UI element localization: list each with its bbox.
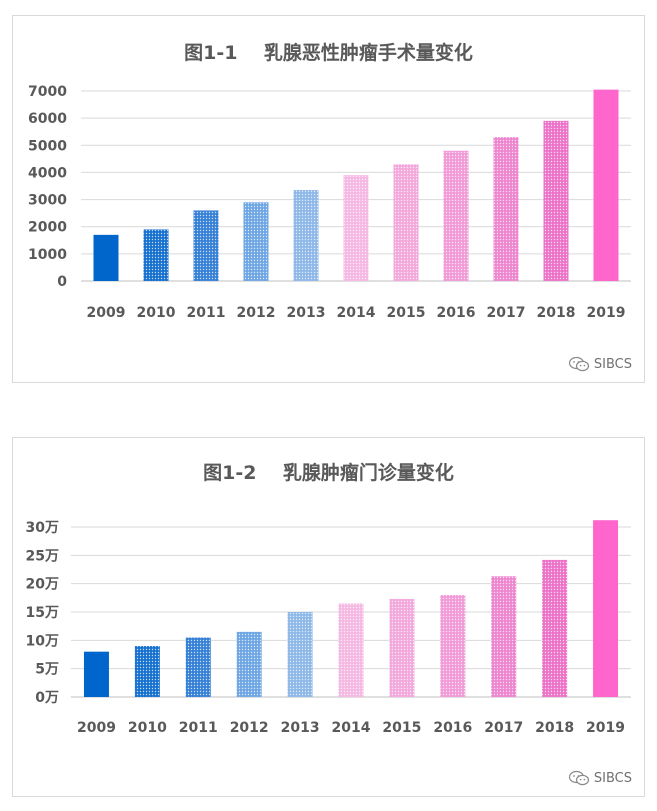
x-tick-label: 2017 — [487, 305, 526, 321]
bar-2010 — [143, 229, 169, 281]
x-tick-label: 2018 — [537, 305, 576, 321]
x-tick-label: 2014 — [337, 305, 376, 321]
y-tick-label: 20万 — [26, 577, 59, 593]
x-tick-label: 2019 — [586, 720, 625, 736]
x-tick-label: 2018 — [535, 720, 574, 736]
bar-chart-2: 0万 5万 10万 15万 20万 25万 30万 2009 2010 2011 2012 2013 2… — [26, 520, 631, 736]
bar-2012 — [236, 631, 262, 697]
bar-2018 — [542, 559, 568, 697]
bar-2017 — [493, 137, 519, 281]
watermark-1: SIBCS — [568, 356, 632, 372]
y-tick-label: 6000 — [28, 111, 67, 127]
watermark-2: SIBCS — [568, 770, 632, 786]
x-tick-label: 2010 — [128, 720, 167, 736]
y-tick-label: 5000 — [28, 138, 67, 154]
chart-panel-1: 0 1000 2000 3000 4000 5000 6000 7000 2009 2010 201… — [12, 15, 645, 383]
y-tick-label: 0万 — [35, 690, 59, 706]
x-tick-label: 2015 — [387, 305, 426, 321]
bar-2017 — [491, 576, 517, 697]
x-tick-label: 2015 — [382, 720, 421, 736]
watermark-text-1: SIBCS — [593, 356, 632, 372]
y-tick-label: 30万 — [26, 520, 59, 536]
x-tick-label: 2013 — [287, 305, 326, 321]
bar-2009 — [83, 651, 109, 697]
x-tick-label: 2011 — [179, 720, 218, 736]
x-tick-label: 2016 — [433, 720, 472, 736]
bar-2011 — [193, 210, 219, 281]
bar-2016 — [440, 595, 466, 697]
x-tick-label: 2013 — [281, 720, 320, 736]
bar-2015 — [393, 164, 419, 281]
x-tick-label: 2009 — [87, 305, 126, 321]
y-tick-label: 0 — [57, 274, 67, 290]
bar-2014 — [343, 175, 369, 281]
chart-panel-2: 0万 5万 10万 15万 20万 25万 30万 2009 2010 2011 2012 2013 2… — [12, 437, 645, 797]
bar-2013 — [293, 190, 319, 281]
bar-2012 — [243, 202, 269, 281]
y-tick-label: 1000 — [28, 247, 67, 263]
x-tick-label: 2011 — [187, 305, 226, 321]
bar-2019 — [593, 520, 619, 697]
bar-2013 — [287, 612, 313, 697]
x-tick-label: 2016 — [437, 305, 476, 321]
y-tick-label: 7000 — [28, 84, 67, 100]
x-tick-label: 2012 — [230, 720, 269, 736]
x-tick-label: 2014 — [332, 720, 371, 736]
bar-2010 — [134, 646, 160, 697]
bar-2014 — [338, 603, 364, 697]
bar-2015 — [389, 598, 415, 697]
wechat-icon — [568, 770, 589, 786]
x-tick-label: 2012 — [237, 305, 276, 321]
bar-2019 — [593, 89, 619, 282]
chart-title-2: 图1-2 乳腺肿瘤门诊量变化 — [203, 462, 454, 484]
y-tick-label: 3000 — [28, 193, 67, 209]
wechat-icon — [568, 356, 589, 372]
bar-2011 — [185, 637, 211, 697]
y-tick-label: 10万 — [26, 633, 59, 649]
bar-2009 — [93, 234, 119, 281]
y-tick-label: 25万 — [26, 548, 59, 564]
y-tick-label: 4000 — [28, 165, 67, 181]
bar-chart-1: 0 1000 2000 3000 4000 5000 6000 7000 2009 2010 201… — [28, 84, 631, 321]
x-tick-label: 2017 — [484, 720, 523, 736]
bar-2018 — [543, 120, 569, 281]
bar-2016 — [443, 150, 469, 281]
x-tick-label: 2010 — [137, 305, 176, 321]
y-tick-label: 5万 — [35, 662, 59, 678]
y-tick-label: 15万 — [26, 605, 59, 621]
x-tick-label: 2009 — [77, 720, 116, 736]
watermark-text-2: SIBCS — [593, 770, 632, 786]
y-tick-label: 2000 — [28, 220, 67, 236]
x-tick-label: 2019 — [587, 305, 626, 321]
chart-title-1: 图1-1 乳腺恶性肿瘤手术量变化 — [184, 42, 473, 64]
